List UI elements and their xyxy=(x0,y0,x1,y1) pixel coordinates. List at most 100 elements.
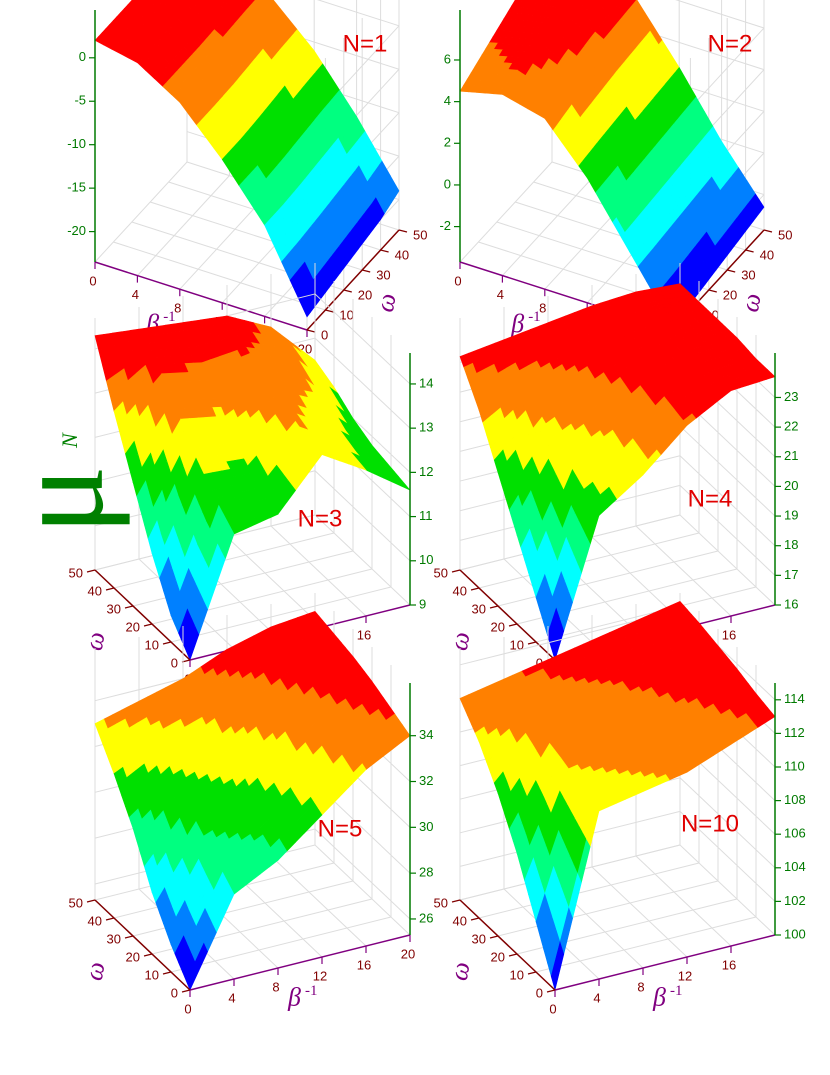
y-tick-label: 40 xyxy=(760,247,774,262)
z-tick-label: -15 xyxy=(67,180,86,195)
y-axis-label: ω xyxy=(735,291,767,314)
grid-line xyxy=(679,484,776,576)
y-tick xyxy=(306,329,316,333)
x-axis xyxy=(189,934,411,991)
grid-line xyxy=(270,855,367,947)
panel: 0481216010203040501001021041061081101121… xyxy=(434,593,806,1016)
grid-line xyxy=(535,916,757,973)
y-tick xyxy=(343,289,352,293)
x-tick-label: 20 xyxy=(401,946,415,961)
grid-line xyxy=(170,586,392,643)
x-axis-label-sup: -1 xyxy=(528,309,541,325)
grid-line xyxy=(314,470,411,562)
grid-line xyxy=(478,532,700,589)
y-tick xyxy=(508,623,518,627)
y-tick-label: 30 xyxy=(472,931,486,946)
grid-line xyxy=(679,777,776,869)
y-tick-label: 30 xyxy=(107,601,121,616)
x-tick-label: 16 xyxy=(357,627,371,642)
y-tick-label: 30 xyxy=(741,267,755,282)
surface-patch xyxy=(185,625,200,661)
x-tick-label: 0 xyxy=(549,1001,556,1016)
y-axis xyxy=(459,899,556,991)
x-axis-label-sup: -1 xyxy=(670,983,683,999)
y-tick-label: 0 xyxy=(321,327,328,342)
y-tick xyxy=(451,569,461,573)
z-tick-label: 4 xyxy=(444,93,451,108)
x-tick-label: 12 xyxy=(313,968,327,983)
z-tick-label: 0 xyxy=(444,176,451,191)
z-tick-label: 100 xyxy=(784,926,806,941)
grid-line xyxy=(679,844,776,936)
z-tick-label: 114 xyxy=(784,691,805,706)
y-axis-label: ω xyxy=(444,630,476,653)
y-tick-label: 50 xyxy=(413,227,427,242)
grid-line xyxy=(679,514,776,606)
annotation: N=1 xyxy=(343,30,388,57)
y-tick-label: 50 xyxy=(434,895,448,910)
surface-patch xyxy=(550,618,565,662)
y-tick xyxy=(546,989,556,993)
annotation: N=2 xyxy=(708,30,753,57)
grid-line xyxy=(478,862,700,919)
x-tick-label: 12 xyxy=(678,968,692,983)
z-tick-label: 13 xyxy=(419,420,433,435)
y-axis-label: ω xyxy=(370,291,402,314)
y-tick xyxy=(489,605,499,609)
z-tick-label: 26 xyxy=(419,910,433,925)
grid-line xyxy=(170,916,392,973)
y-tick xyxy=(181,989,191,993)
y-axis xyxy=(94,899,191,991)
grid-line xyxy=(459,161,553,263)
grid-line xyxy=(502,175,595,276)
x-tick-label: 8 xyxy=(174,301,181,316)
y-tick-label: 20 xyxy=(491,949,505,964)
z-tick-label: 11 xyxy=(419,508,433,523)
y-tick-label: 20 xyxy=(126,949,140,964)
x-tick-label: 8 xyxy=(637,979,644,994)
y-tick xyxy=(745,249,754,253)
z-tick-label: 102 xyxy=(784,893,806,908)
grid-line xyxy=(226,536,323,628)
y-tick xyxy=(470,587,480,591)
z-tick-label: 20 xyxy=(784,478,798,493)
y-tick xyxy=(124,935,134,939)
x-tick-label: 4 xyxy=(497,287,504,302)
annotation: N=4 xyxy=(688,485,733,512)
grid-line xyxy=(497,550,719,607)
z-tick-label: 108 xyxy=(784,792,806,807)
z-tick-label: 10 xyxy=(419,552,433,567)
x-axis-label-sup: -1 xyxy=(163,309,176,325)
grid-line xyxy=(314,844,411,936)
x-tick-label: 8 xyxy=(272,979,279,994)
y-tick-label: 20 xyxy=(723,287,737,302)
z-label: μ xyxy=(0,465,131,535)
y-tick xyxy=(508,953,518,957)
y-tick xyxy=(763,229,773,233)
z-tick-label: 0 xyxy=(79,49,86,64)
y-tick-label: 40 xyxy=(453,913,467,928)
y-tick-label: 50 xyxy=(69,895,83,910)
x-tick-label: 4 xyxy=(593,990,600,1005)
grid-line xyxy=(679,425,776,517)
z-tick-label: 19 xyxy=(784,507,798,522)
y-tick xyxy=(451,899,461,903)
surface-patch xyxy=(205,0,211,3)
y-tick xyxy=(727,269,736,273)
grid-line xyxy=(535,586,757,643)
x-tick-label: 0 xyxy=(89,273,96,288)
z-tick-label: 6 xyxy=(444,51,451,66)
z-tick-label: -5 xyxy=(74,93,86,108)
grid-line xyxy=(635,855,732,947)
grid-line xyxy=(314,514,411,606)
panel: 0481216010203040501617181920212223β-1ωN=… xyxy=(434,263,798,686)
y-tick-label: 20 xyxy=(358,287,372,302)
y-tick-label: 10 xyxy=(145,637,159,652)
y-tick xyxy=(86,899,96,903)
z-tick-label: 104 xyxy=(784,859,806,874)
y-axis-label: ω xyxy=(79,960,111,983)
grid-line xyxy=(591,866,688,958)
x-axis-label: β xyxy=(652,983,666,1012)
